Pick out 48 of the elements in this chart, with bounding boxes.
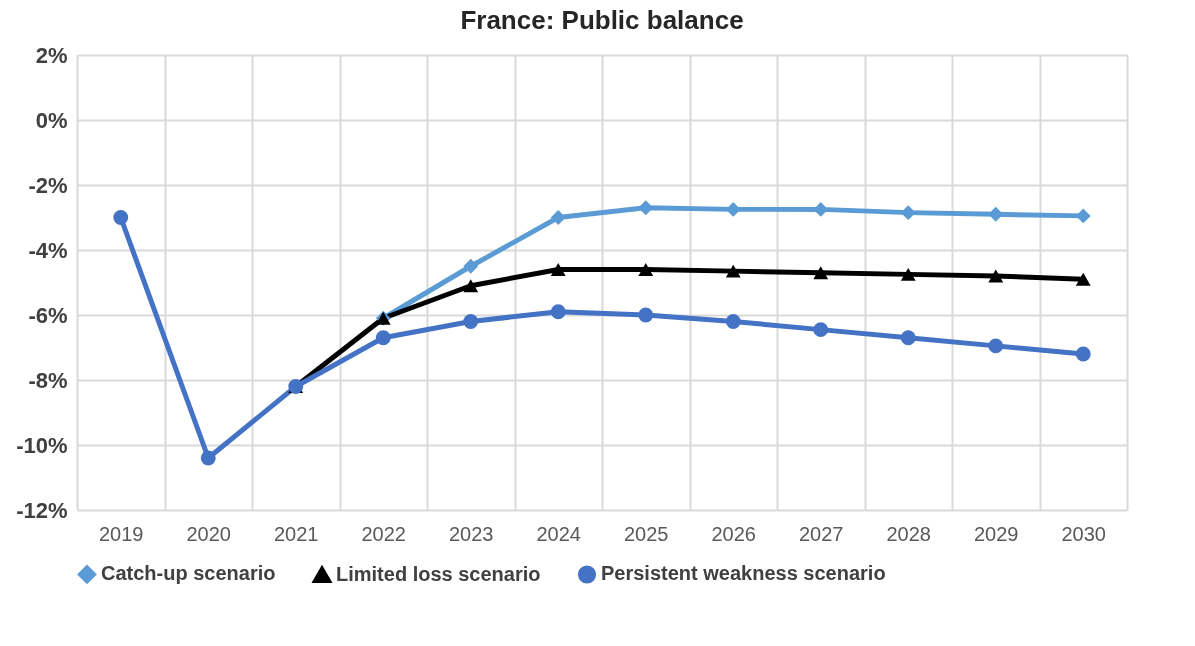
point [725, 264, 741, 278]
point [638, 200, 654, 216]
y-tick-label: -4% [28, 237, 68, 263]
point [988, 269, 1004, 283]
point [813, 266, 829, 280]
x-tick-label: 2027 [799, 522, 844, 545]
point [638, 263, 654, 276]
point [113, 210, 129, 225]
y-tick-label: -6% [28, 302, 68, 328]
point [463, 314, 479, 329]
x-tick-label: 2030 [1061, 522, 1106, 545]
point [900, 205, 916, 221]
y-tick-label: 2% [35, 42, 68, 68]
y-tick-label: -12% [16, 497, 68, 523]
y-tick-label: -2% [28, 172, 68, 198]
x-tick-label: 2020 [186, 522, 231, 545]
point [463, 258, 479, 274]
point [900, 330, 916, 346]
y-tick-label: 0% [35, 107, 68, 133]
x-tick-label: 2023 [449, 522, 494, 545]
x-tick-label: 2024 [536, 522, 581, 545]
y-tick-label: -10% [16, 432, 68, 458]
point [813, 322, 829, 338]
point [900, 267, 916, 281]
x-tick-label: 2028 [886, 522, 931, 545]
point [375, 330, 391, 346]
point [550, 210, 566, 225]
x-tick-label: 2025 [624, 522, 669, 545]
point [638, 307, 654, 323]
chart-title: France: Public balance [460, 5, 744, 35]
x-tick-label: 2026 [711, 522, 756, 545]
x-tick-label: 2019 [99, 522, 144, 545]
point [463, 279, 479, 293]
legend-label: Persistent weakness scenario [601, 562, 886, 585]
point [725, 314, 741, 329]
point [1075, 272, 1091, 286]
legend-label: Limited loss scenario [336, 562, 541, 585]
point [1075, 346, 1091, 362]
point [988, 338, 1004, 354]
point [550, 304, 566, 320]
point [200, 450, 216, 466]
point [550, 263, 566, 276]
x-tick-label: 2029 [974, 522, 1019, 545]
point [725, 201, 741, 217]
y-tick-label: -8% [28, 367, 68, 393]
x-tick-label: 2022 [361, 522, 406, 545]
x-tick-label: 2021 [274, 522, 319, 545]
legend-label: Catch-up scenario [101, 562, 276, 585]
